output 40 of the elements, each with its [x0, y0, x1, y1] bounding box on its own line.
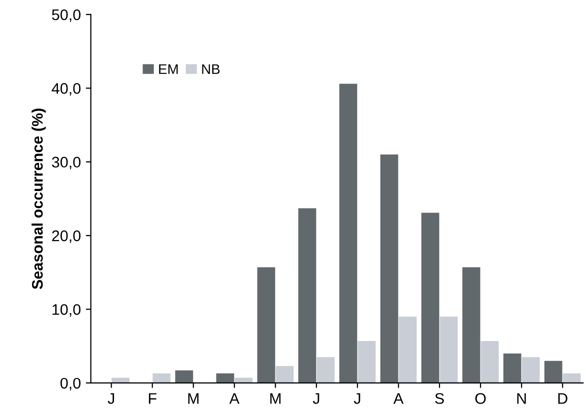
bar	[462, 267, 480, 383]
y-tick-label: 30,0	[52, 156, 81, 170]
legend-label: EM	[159, 64, 178, 74]
x-tick-label: J	[108, 393, 114, 404]
x-tick-label: D	[558, 393, 568, 404]
y-tick-label: 50,0	[52, 9, 81, 22]
x-tick-label: A	[229, 393, 240, 404]
bar	[503, 353, 522, 383]
bar	[421, 212, 440, 383]
x-tick-label: J	[354, 393, 360, 404]
bar	[358, 340, 376, 383]
legend-label: NB	[202, 64, 220, 74]
x-tick-label: N	[517, 393, 526, 404]
x-tick-label: M	[270, 393, 281, 404]
bar	[257, 267, 276, 383]
bar	[276, 366, 294, 383]
x-tick-label: M	[188, 393, 198, 404]
x-tick-label: S	[435, 393, 444, 404]
y-tick-label: 20,0	[52, 230, 81, 244]
bar	[380, 154, 398, 383]
x-tick-label: A	[393, 393, 404, 404]
bar	[316, 357, 335, 383]
bar	[216, 373, 234, 383]
x-tick-label: J	[312, 393, 320, 404]
x-tick-label: O	[475, 393, 486, 404]
y-tick-label: 40,0	[52, 83, 81, 96]
bar	[522, 357, 540, 383]
bar	[152, 373, 171, 383]
bar	[440, 316, 458, 383]
bar	[562, 373, 581, 383]
y-tick-label: 10,0	[52, 304, 81, 317]
bar	[480, 340, 499, 383]
y-tick-label: 0,0	[60, 378, 81, 390]
bar	[544, 360, 562, 383]
bar	[398, 316, 417, 383]
bar	[175, 370, 194, 383]
y-axis-title: Seasonal occurrence (%)	[32, 108, 46, 290]
bar	[339, 84, 358, 383]
x-tick-label: F	[148, 393, 156, 404]
bar	[298, 208, 316, 383]
